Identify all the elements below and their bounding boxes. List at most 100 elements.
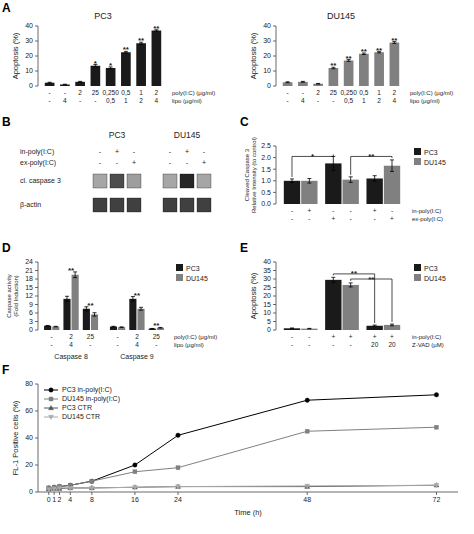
bar-label-line: + xyxy=(373,207,377,214)
bar-label-line: 20 xyxy=(371,341,379,348)
y-tick-label: 20 xyxy=(25,461,33,468)
panel-letter: D xyxy=(2,241,11,255)
bar xyxy=(313,84,323,86)
bar-label-line: - xyxy=(350,341,352,348)
bar xyxy=(91,314,98,330)
legend-marker xyxy=(49,388,53,392)
bar xyxy=(284,181,300,204)
y-tick xyxy=(273,26,276,27)
x-tick-label: 0 xyxy=(47,496,51,503)
bar-panel: 03691215182124Caspase activity(Fold Indu… xyxy=(6,258,217,361)
significance: ** xyxy=(153,321,160,330)
y-label: Apoptosis (%) xyxy=(249,32,258,79)
y-tick-label: 40 xyxy=(25,434,33,441)
y-label: FL-1 Positive cells (%) xyxy=(11,400,20,475)
bar xyxy=(301,329,317,330)
marker xyxy=(46,487,51,491)
x-tick xyxy=(307,492,308,495)
bar xyxy=(152,31,162,87)
x-tick-label: 2 xyxy=(58,496,62,503)
category-label-line: 2 xyxy=(69,333,73,340)
marker xyxy=(90,479,94,483)
marks xyxy=(46,393,439,492)
legend-label: PC3 xyxy=(186,265,200,272)
category-label-line: - xyxy=(51,333,53,340)
y-tick xyxy=(273,279,276,280)
y-tick xyxy=(35,330,38,331)
marker xyxy=(305,429,309,433)
bar-label-line: - xyxy=(291,333,293,340)
condition-sign: - xyxy=(133,148,136,155)
category-label: 12 xyxy=(377,89,381,104)
panel-letter: B xyxy=(2,115,11,129)
x-label: Time (h) xyxy=(234,508,262,517)
series-line xyxy=(49,485,437,489)
legend-label: DU145 xyxy=(424,159,446,166)
y-tick-label: 40 xyxy=(263,258,271,265)
y-label: Apoptosis (%) xyxy=(249,272,258,319)
y-tick-label: 20 xyxy=(263,292,271,299)
category-label-line: 0,250 xyxy=(102,89,119,96)
band xyxy=(110,198,124,212)
y-tick-label: 12 xyxy=(25,292,33,299)
error-bar xyxy=(286,81,290,83)
legend-label: PC3 xyxy=(424,149,438,156)
y-tick-label: 0 xyxy=(29,488,33,495)
category-label-line: 0,5 xyxy=(359,89,368,96)
category-label-line: 2 xyxy=(316,89,320,96)
marker xyxy=(132,485,137,489)
bar-label-line: + xyxy=(349,333,353,340)
category-label: 25- xyxy=(87,333,95,348)
y-tick xyxy=(35,279,38,280)
y-tick xyxy=(273,56,276,57)
band xyxy=(163,174,177,188)
band xyxy=(93,174,107,188)
annotation: * xyxy=(311,152,315,161)
y-tick xyxy=(273,296,276,297)
row-label: poly(I:C) (μg/ml) xyxy=(172,90,215,96)
row-label: poly(I:C) (μg/ml) xyxy=(410,90,453,96)
x-tick-label: 72 xyxy=(433,496,441,503)
series-line xyxy=(49,485,437,489)
bar xyxy=(83,309,90,330)
bar-label: -- xyxy=(291,333,293,348)
bar xyxy=(298,82,308,86)
bar xyxy=(301,181,317,204)
error-bar xyxy=(120,326,124,328)
band-label: β-actin xyxy=(20,201,41,209)
error-bar xyxy=(307,178,311,183)
category-label: 24 xyxy=(135,333,139,348)
bracket xyxy=(351,279,392,322)
y-tick-label: 1.5 xyxy=(261,166,271,173)
bar xyxy=(63,299,70,330)
condition-label: in-poly(I:C) xyxy=(20,148,54,156)
bar-label-line: - xyxy=(350,215,352,222)
y-tick-label: 20 xyxy=(263,52,271,59)
category-label-line: 0,5 xyxy=(344,97,353,104)
category-label-line: 2 xyxy=(78,89,82,96)
error-bar xyxy=(373,176,377,182)
bar xyxy=(121,52,131,86)
annotation: ** xyxy=(368,275,375,284)
y-tick xyxy=(35,71,38,72)
error-bar xyxy=(111,326,115,328)
error-bar xyxy=(78,81,82,83)
significance: ** xyxy=(361,47,368,56)
marker xyxy=(52,486,57,490)
x-tick-label: 1 xyxy=(52,496,56,503)
lane-group-title: DU145 xyxy=(174,130,201,140)
legend-marker xyxy=(49,405,54,409)
y-tick xyxy=(273,41,276,42)
bar xyxy=(343,285,359,330)
panel-letter: C xyxy=(240,115,249,129)
legend-swatch xyxy=(414,148,421,155)
x-tick xyxy=(59,492,60,495)
category-label-line: 4 xyxy=(301,97,305,104)
y-tick xyxy=(273,146,276,147)
bar-panel: 0510152025303540Apoptosis (%)--+-+20--+-… xyxy=(249,258,446,348)
bar xyxy=(45,83,55,86)
y-tick xyxy=(35,296,38,297)
y-tick xyxy=(273,86,276,87)
lane-group-title: PC3 xyxy=(109,130,126,140)
category-label-line: 4 xyxy=(135,341,139,348)
